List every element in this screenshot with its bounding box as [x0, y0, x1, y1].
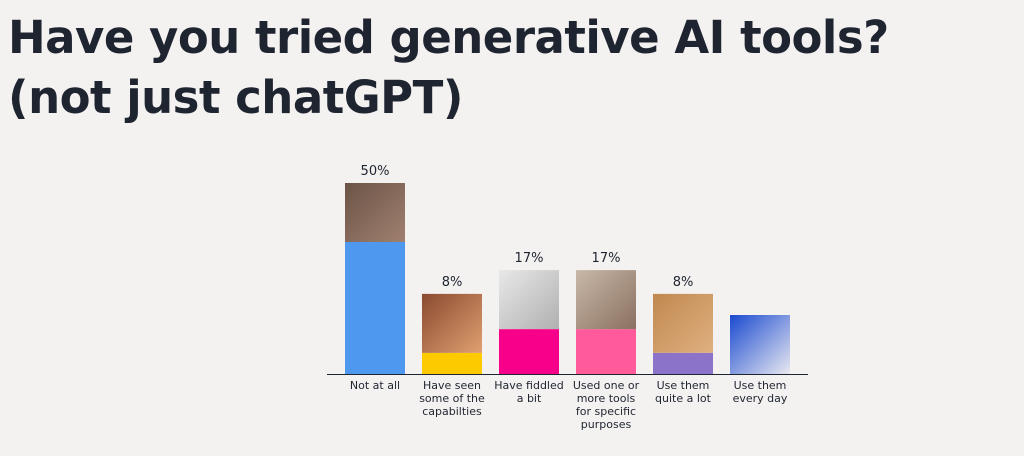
- chart-title: Have you tried generative AI tools? (not…: [8, 11, 889, 124]
- x-tick-label: Use them quite a lot: [655, 379, 711, 405]
- bar: [422, 352, 482, 374]
- value-label: 8%: [442, 275, 463, 290]
- gif-image: [422, 293, 482, 353]
- x-tick-label: Used one or more tools for specific purp…: [572, 379, 640, 431]
- x-tick-label: Have fiddled a bit: [494, 379, 564, 405]
- x-tick-label: Not at all: [349, 379, 401, 392]
- value-label: 17%: [592, 251, 621, 266]
- gif-image: [345, 183, 405, 242]
- x-tick-label: Have seen some of the capabilties: [419, 379, 485, 418]
- bar: [499, 329, 559, 374]
- value-label: 17%: [515, 251, 544, 266]
- value-label: 8%: [673, 275, 694, 290]
- gif-image: [576, 270, 636, 330]
- gif-image: [499, 270, 559, 330]
- bar: [576, 329, 636, 374]
- value-label: 50%: [361, 164, 390, 179]
- gif-image: [730, 315, 790, 374]
- x-tick-label: Use them every day: [732, 379, 788, 405]
- gif-image: [653, 293, 713, 353]
- bar: [345, 242, 405, 374]
- bar: [653, 352, 713, 374]
